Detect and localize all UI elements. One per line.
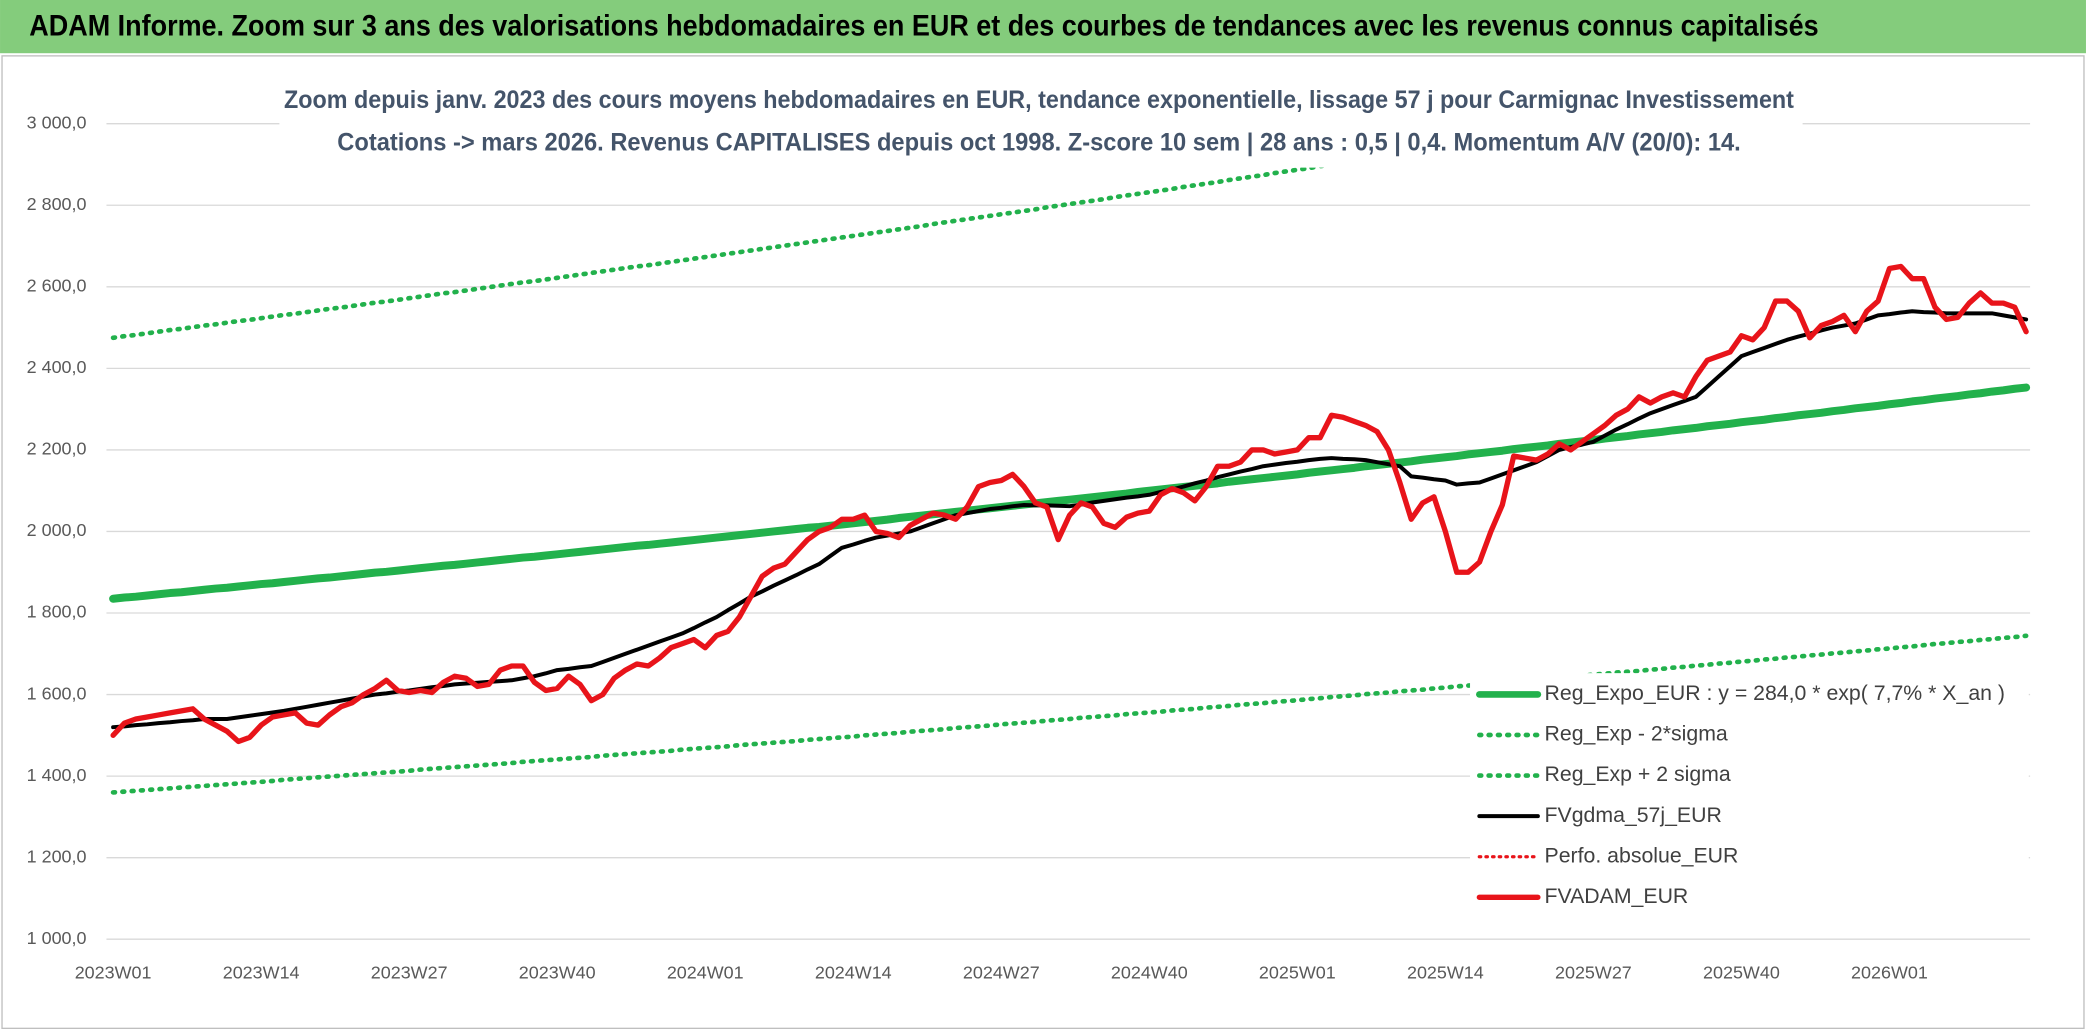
- legend-box: [1470, 673, 2029, 920]
- chart-subtitle: Cotations -> mars 2026. Revenus CAPITALI…: [337, 128, 1740, 156]
- legend-label: Reg_Exp - 2*sigma: [1545, 722, 1728, 746]
- x-tick-label: 2025W14: [1407, 963, 1484, 983]
- subtitle-box: [279, 79, 1803, 168]
- y-tick-label: 2 600,0: [27, 276, 87, 296]
- legend-label: Reg_Expo_EUR : y = 284,0 * exp( 7,7% * X…: [1545, 681, 2005, 705]
- y-tick-label: 1 600,0: [27, 683, 87, 703]
- y-tick-label: 1 400,0: [27, 765, 87, 785]
- chart-subtitle: Zoom depuis janv. 2023 des cours moyens …: [284, 86, 1794, 114]
- page-title: ADAM Informe. Zoom sur 3 ans des valoris…: [29, 11, 1818, 43]
- header-bar: [0, 0, 2086, 54]
- y-tick-label: 2 800,0: [27, 194, 87, 214]
- legend-label: FVADAM_EUR: [1545, 884, 1689, 908]
- x-tick-label: 2023W14: [223, 963, 300, 983]
- y-tick-label: 2 200,0: [27, 439, 87, 459]
- x-tick-label: 2025W27: [1555, 963, 1632, 983]
- y-tick-label: 1 200,0: [27, 846, 87, 866]
- series-line: [110, 263, 2029, 745]
- legend-label: Reg_Exp + 2 sigma: [1545, 762, 1731, 786]
- series-line: [109, 383, 2031, 603]
- legend-label: FVgdma_57j_EUR: [1545, 803, 1722, 827]
- x-tick-label: 2025W01: [1259, 963, 1336, 983]
- x-tick-label: 2023W27: [371, 963, 448, 983]
- x-tick-label: 2023W40: [519, 963, 596, 983]
- series-line: [110, 633, 2029, 795]
- y-tick-label: 2 400,0: [27, 357, 87, 377]
- series-line: [111, 309, 2029, 730]
- y-tick-label: 2 000,0: [27, 520, 87, 540]
- x-tick-label: 2025W40: [1703, 963, 1780, 983]
- x-tick-label: 2026W01: [1851, 963, 1928, 983]
- y-tick-label: 3 000,0: [27, 112, 87, 132]
- chart-frame: [1, 55, 2085, 1030]
- x-tick-label: 2024W01: [667, 963, 744, 983]
- x-tick-label: 2024W27: [963, 963, 1040, 983]
- x-tick-label: 2024W14: [815, 963, 892, 983]
- y-tick-label: 1 000,0: [27, 928, 87, 948]
- legend-label: Perfo. absolue_EUR: [1545, 843, 1739, 867]
- x-tick-label: 2024W40: [1111, 963, 1188, 983]
- x-tick-label: 2023W01: [75, 963, 152, 983]
- y-tick-label: 1 800,0: [27, 602, 87, 622]
